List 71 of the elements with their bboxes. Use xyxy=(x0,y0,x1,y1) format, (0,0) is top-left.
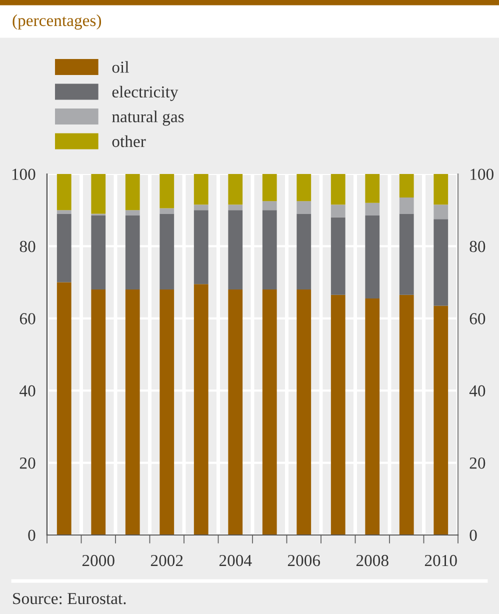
bar xyxy=(399,294,414,535)
source-note: Source: Eurostat. xyxy=(13,592,126,604)
bar xyxy=(160,208,174,214)
bar xyxy=(56,210,72,214)
bar xyxy=(296,214,312,290)
bar xyxy=(365,298,380,535)
bar xyxy=(262,290,277,535)
bar xyxy=(296,201,312,214)
x-tick-label: 2000 xyxy=(82,554,114,566)
y2-tick-label: 40 xyxy=(469,385,486,397)
bar xyxy=(296,174,312,202)
bar xyxy=(125,210,140,216)
bar xyxy=(228,204,243,210)
bar xyxy=(228,210,243,290)
legend-label: natural gas xyxy=(112,110,184,126)
y2-tick-label: 60 xyxy=(470,313,486,324)
bar xyxy=(262,174,277,202)
bar xyxy=(399,214,414,295)
y2-tick-label: 20 xyxy=(470,458,486,469)
bar xyxy=(228,174,243,205)
bar xyxy=(399,197,414,214)
bar xyxy=(56,214,72,282)
bar xyxy=(330,174,346,205)
y-tick-label: 100 xyxy=(12,168,36,180)
y-tick-label: 60 xyxy=(20,313,36,324)
legend-label: other xyxy=(112,135,146,148)
y-tick-label: 20 xyxy=(20,458,36,469)
y2-tick-label: 0 xyxy=(470,530,477,541)
y-tick-label: 80 xyxy=(20,240,36,252)
bar xyxy=(91,216,106,290)
bar xyxy=(296,290,312,535)
bar xyxy=(160,214,174,290)
x-tick-label: 2008 xyxy=(356,554,388,566)
bar xyxy=(262,210,277,290)
x-tick-label: 2004 xyxy=(219,554,252,566)
x-tick-label: 2010 xyxy=(424,554,457,566)
bar xyxy=(125,174,140,210)
chart-title: (percentages) xyxy=(12,14,102,30)
bar xyxy=(194,204,208,210)
bar xyxy=(399,174,414,198)
bar xyxy=(262,201,277,210)
bar xyxy=(91,174,106,214)
bar xyxy=(330,294,346,535)
bar xyxy=(91,290,106,535)
y2-tick-label: 80 xyxy=(470,240,486,252)
bar xyxy=(56,282,72,535)
x-tick-label: 2006 xyxy=(288,554,320,566)
bar xyxy=(330,217,346,295)
bar xyxy=(160,290,174,535)
bar xyxy=(194,284,208,535)
bar xyxy=(125,216,140,290)
y-tick-label: 40 xyxy=(20,385,36,397)
bar xyxy=(125,290,140,535)
x-tick-label: 2002 xyxy=(150,554,183,566)
bar xyxy=(228,290,243,535)
legend-label: oil xyxy=(112,61,129,73)
legend-label: electricity xyxy=(112,86,178,101)
bar xyxy=(56,174,72,210)
bar xyxy=(434,306,448,535)
bar xyxy=(434,204,448,220)
y2-tick-label: 100 xyxy=(470,168,494,180)
bar xyxy=(434,219,448,306)
bar xyxy=(330,204,346,218)
bar xyxy=(434,174,448,205)
bar xyxy=(194,174,208,205)
bar xyxy=(160,174,174,208)
bar xyxy=(365,174,380,203)
y-tick-label: 0 xyxy=(28,530,36,541)
bar xyxy=(365,216,380,299)
bar xyxy=(365,202,380,216)
bar xyxy=(194,210,208,284)
